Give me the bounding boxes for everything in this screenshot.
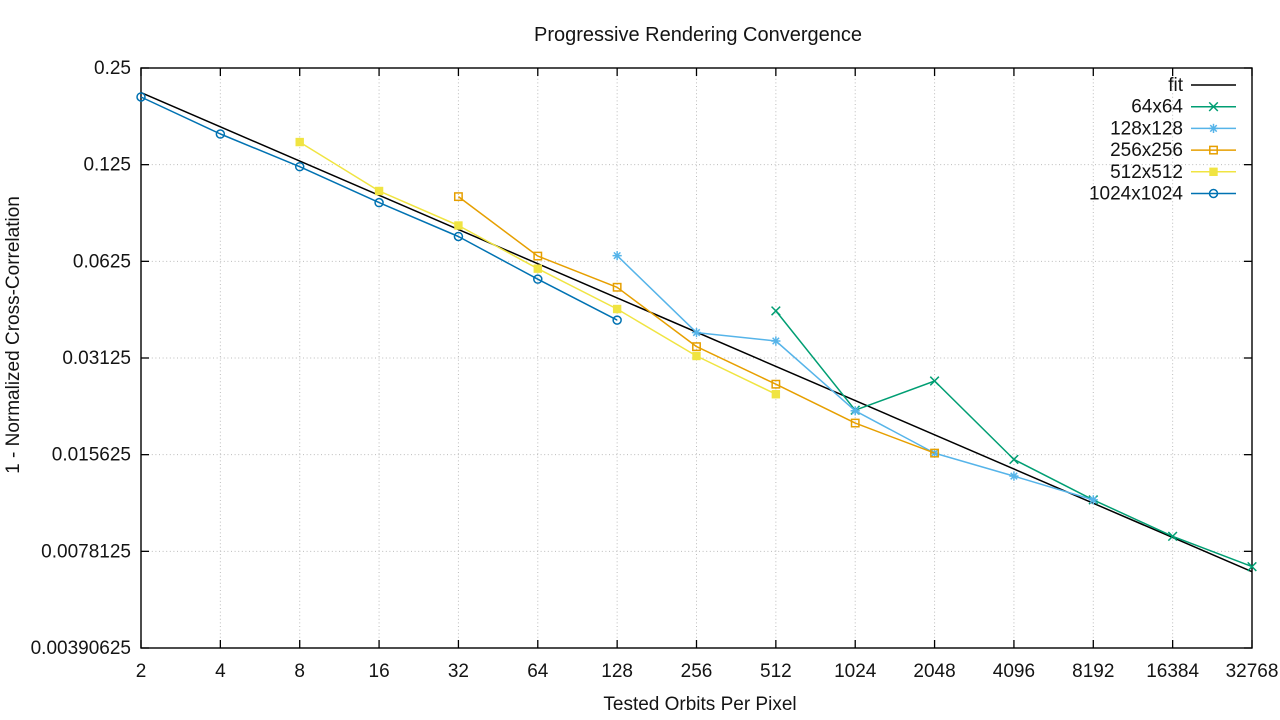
- x-tick-labels: 2 4 8 16 32 64 128 256 512 1024 2048 4096 8192 16384 3…: [136, 661, 1279, 682]
- filled-square-marker: [295, 137, 304, 147]
- x-tick-label: 8: [294, 661, 305, 682]
- open-circle-marker: [453, 231, 464, 242]
- open-square-marker: [850, 418, 860, 428]
- x-tick-label: 8192: [1072, 661, 1114, 682]
- y-tick-label: 0.25: [94, 58, 131, 79]
- cross-marker: [929, 376, 940, 386]
- filled-square-marker: [771, 390, 781, 399]
- filled-square-marker: [533, 264, 542, 273]
- open-circle-marker: [136, 92, 146, 102]
- filled-square-marker: [692, 351, 701, 361]
- open-circle-marker: [533, 274, 543, 284]
- x-tick-label: 4096: [993, 661, 1035, 682]
- y-tick-label: 0.015625: [52, 445, 131, 466]
- x-tick-label: 4: [215, 661, 226, 682]
- legend-entry: 128x128: [1110, 118, 1236, 139]
- legend-entry: 256x256: [1110, 140, 1236, 161]
- filled-square-marker: [1209, 167, 1218, 176]
- open-square-marker: [930, 448, 940, 458]
- series-line: [457, 195, 935, 454]
- open-circle-marker: [374, 197, 384, 208]
- series-256x256: [453, 192, 940, 458]
- y-tick-label: 0.03125: [62, 348, 131, 369]
- asterisk-marker: [772, 337, 780, 345]
- x-tick-label: 256: [681, 661, 713, 682]
- legend-label: 512x512: [1110, 162, 1183, 183]
- x-tick-label: 64: [527, 661, 549, 682]
- y-axis-label: 1 - Normalized Cross-Correlation: [3, 196, 24, 474]
- y-tick-label: 0.0078125: [41, 541, 131, 562]
- open-square-marker: [1209, 145, 1218, 155]
- x-tick-label: 2048: [913, 661, 955, 682]
- series-64x64: [771, 306, 1257, 572]
- x-tick-label: 32: [448, 661, 469, 682]
- x-tick-label: 512: [760, 661, 792, 682]
- cross-marker: [1167, 531, 1178, 542]
- series-1024x1024: [136, 92, 622, 325]
- legend-label: 128x128: [1110, 118, 1183, 139]
- open-square-marker: [612, 282, 622, 292]
- open-square-marker: [533, 251, 543, 261]
- filled-square-marker: [612, 304, 622, 314]
- open-square-marker: [692, 342, 701, 352]
- x-tick-label: 1024: [834, 661, 877, 682]
- chart-title: Progressive Rendering Convergence: [534, 24, 862, 46]
- series-512x512: [295, 137, 781, 399]
- open-square-marker: [453, 192, 463, 202]
- legend-entry: 64x64: [1131, 97, 1236, 118]
- series-line: [140, 96, 618, 321]
- legend-label: 1024x1024: [1089, 184, 1183, 205]
- cross-marker: [771, 306, 781, 316]
- open-circle-marker: [294, 161, 305, 172]
- x-tick-label: 16384: [1146, 661, 1199, 682]
- legend-entry: fit: [1168, 75, 1236, 96]
- cross-marker: [1247, 561, 1257, 572]
- x-tick-label: 128: [601, 661, 633, 682]
- x-tick-label: 32768: [1226, 661, 1279, 682]
- open-circle-marker: [612, 315, 622, 325]
- legend-entry: 512x512: [1110, 162, 1236, 183]
- x-tick-label: 16: [369, 661, 390, 682]
- filled-square-marker: [374, 186, 384, 196]
- open-square-marker: [771, 379, 781, 389]
- plot-area: 2 4 8 16 32 64 128 256 512 1024 2048 4096 8192 16384 3…: [31, 58, 1279, 682]
- y-tick-label: 0.0625: [73, 251, 131, 272]
- asterisk-marker: [1010, 472, 1018, 480]
- open-circle-marker: [215, 129, 226, 139]
- legend-label: 64x64: [1131, 97, 1183, 118]
- x-axis-label: Tested Orbits Per Pixel: [603, 694, 796, 715]
- legend-label: 256x256: [1110, 140, 1183, 161]
- y-tick-labels: 0.25 0.125 0.0625 0.03125 0.015625 0.0078125 0…: [31, 58, 131, 659]
- filled-square-marker: [454, 221, 463, 230]
- y-tick-label: 0.00390625: [31, 638, 131, 659]
- legend-label: fit: [1168, 75, 1184, 96]
- x-tick-label: 2: [136, 661, 147, 682]
- open-circle-marker: [1208, 188, 1219, 199]
- asterisk-marker: [1089, 496, 1098, 504]
- asterisk-marker: [851, 407, 859, 415]
- cross-marker: [1208, 101, 1219, 112]
- y-tick-label: 0.125: [83, 155, 131, 176]
- asterisk-marker: [613, 251, 621, 260]
- legend-entry: 1024x1024: [1089, 184, 1236, 205]
- cross-marker: [1009, 454, 1019, 465]
- asterisk-marker: [1209, 124, 1218, 133]
- asterisk-marker: [692, 328, 701, 337]
- plot-border: [140, 67, 1253, 649]
